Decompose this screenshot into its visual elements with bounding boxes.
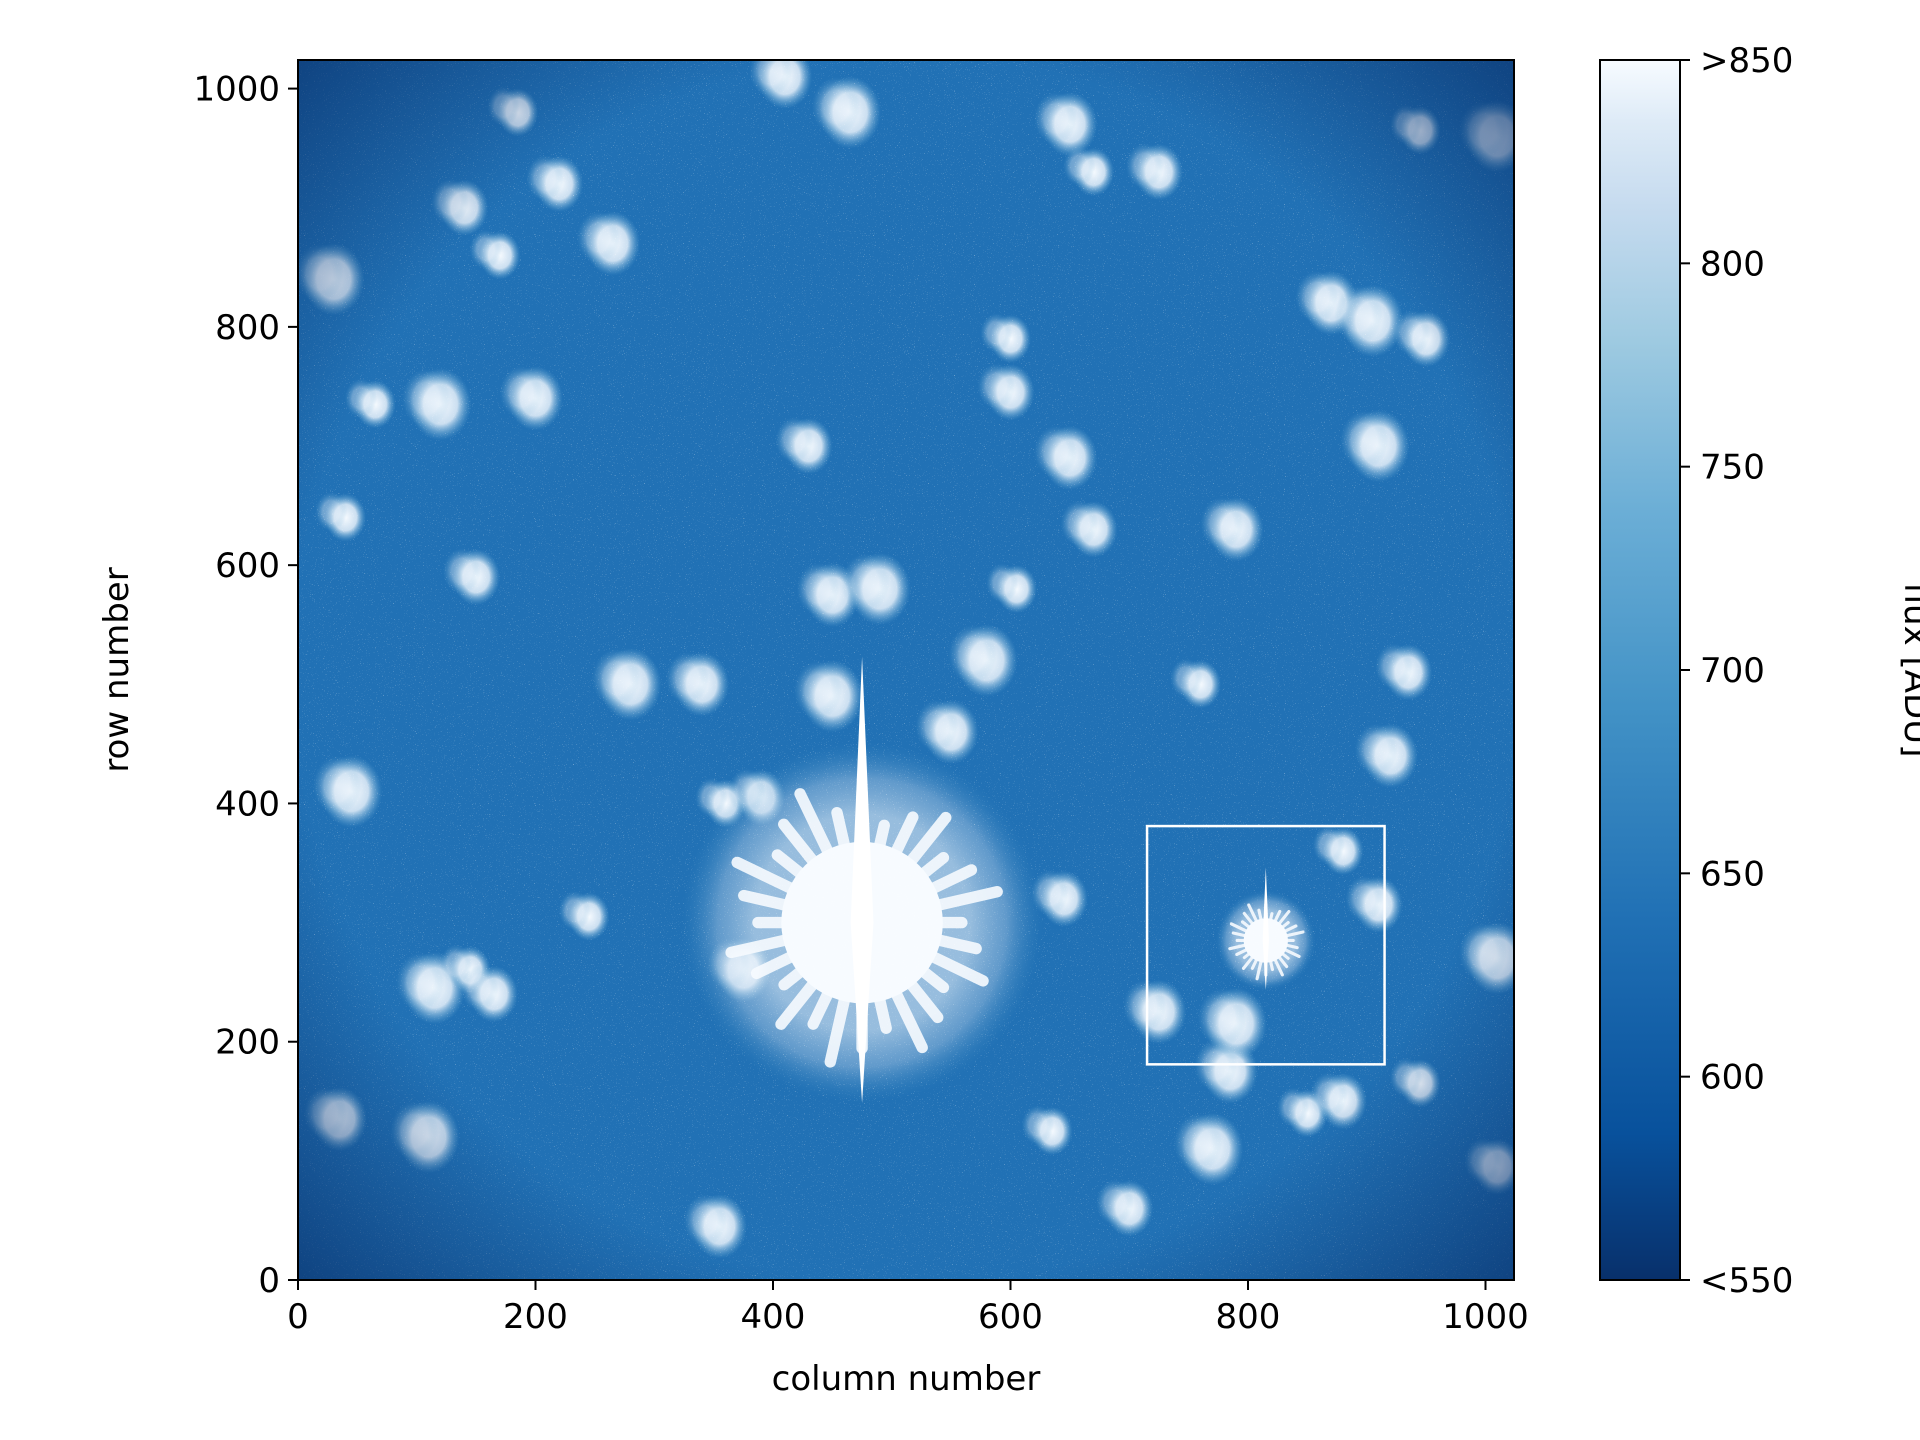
colorbar-label: flux [ADU] bbox=[1896, 583, 1920, 758]
plot-area bbox=[297, 59, 1515, 1281]
x-tick-label: 0 bbox=[287, 1297, 309, 1337]
colorbar-tick-label: 800 bbox=[1700, 244, 1765, 284]
colorbar-gradient bbox=[1599, 59, 1681, 1281]
y-tick-label: 1000 bbox=[193, 70, 280, 110]
vignette bbox=[298, 60, 1514, 1280]
plot-frame bbox=[297, 59, 1515, 1281]
colorbar-ticks: <550 600 650 700 750 800 >850 bbox=[1680, 41, 1793, 1301]
x-tick-label: 1000 bbox=[1442, 1297, 1529, 1337]
colorbar-tick-label: <550 bbox=[1700, 1261, 1793, 1301]
colorbar-tick-label: >850 bbox=[1700, 41, 1793, 81]
x-tick-label: 800 bbox=[1216, 1297, 1281, 1337]
y-axis: 0 200 400 600 800 1000 bbox=[193, 70, 298, 1301]
y-tick-label: 600 bbox=[215, 546, 280, 586]
y-tick-label: 200 bbox=[215, 1023, 280, 1063]
x-tick-label: 600 bbox=[978, 1297, 1043, 1337]
x-axis-label: column number bbox=[772, 1359, 1041, 1399]
colorbar-tick-label: 750 bbox=[1700, 448, 1765, 488]
y-tick-label: 0 bbox=[258, 1261, 280, 1301]
x-tick-label: 200 bbox=[503, 1297, 568, 1337]
y-axis-label: row number bbox=[97, 567, 137, 772]
x-axis: 0 200 400 600 800 1000 bbox=[287, 1280, 1529, 1337]
y-tick-label: 800 bbox=[215, 308, 280, 348]
x-tick-label: 400 bbox=[741, 1297, 806, 1337]
highlight-box bbox=[1145, 824, 1386, 1066]
colorbar-tick-label: 650 bbox=[1700, 854, 1765, 894]
y-tick-label: 400 bbox=[215, 784, 280, 824]
colorbar-tick-label: 700 bbox=[1700, 651, 1765, 691]
colorbar-tick-label: 600 bbox=[1700, 1058, 1765, 1098]
colorbar: <550 600 650 700 750 800 >850 flux [ADU] bbox=[1599, 41, 1920, 1301]
